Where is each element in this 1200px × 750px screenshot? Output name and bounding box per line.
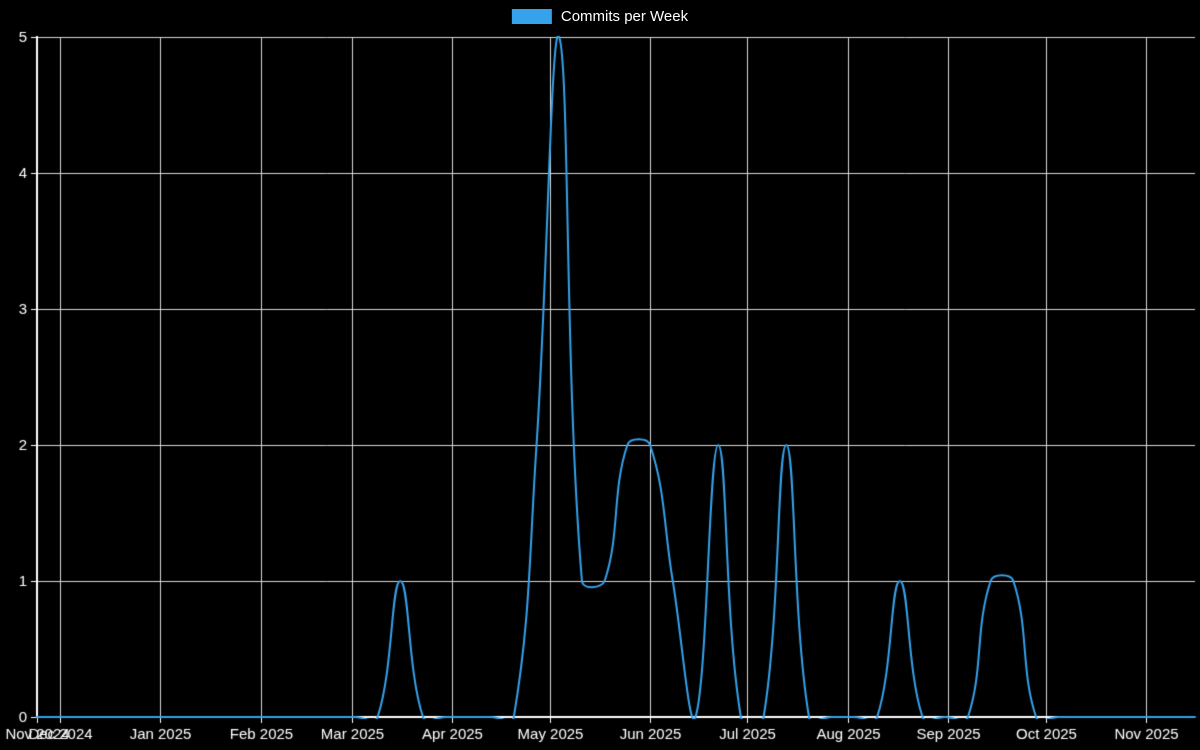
legend-label: Commits per Week bbox=[560, 8, 689, 25]
chart-legend[interactable]: Commits per Week bbox=[511, 8, 689, 25]
legend-swatch bbox=[511, 9, 552, 24]
